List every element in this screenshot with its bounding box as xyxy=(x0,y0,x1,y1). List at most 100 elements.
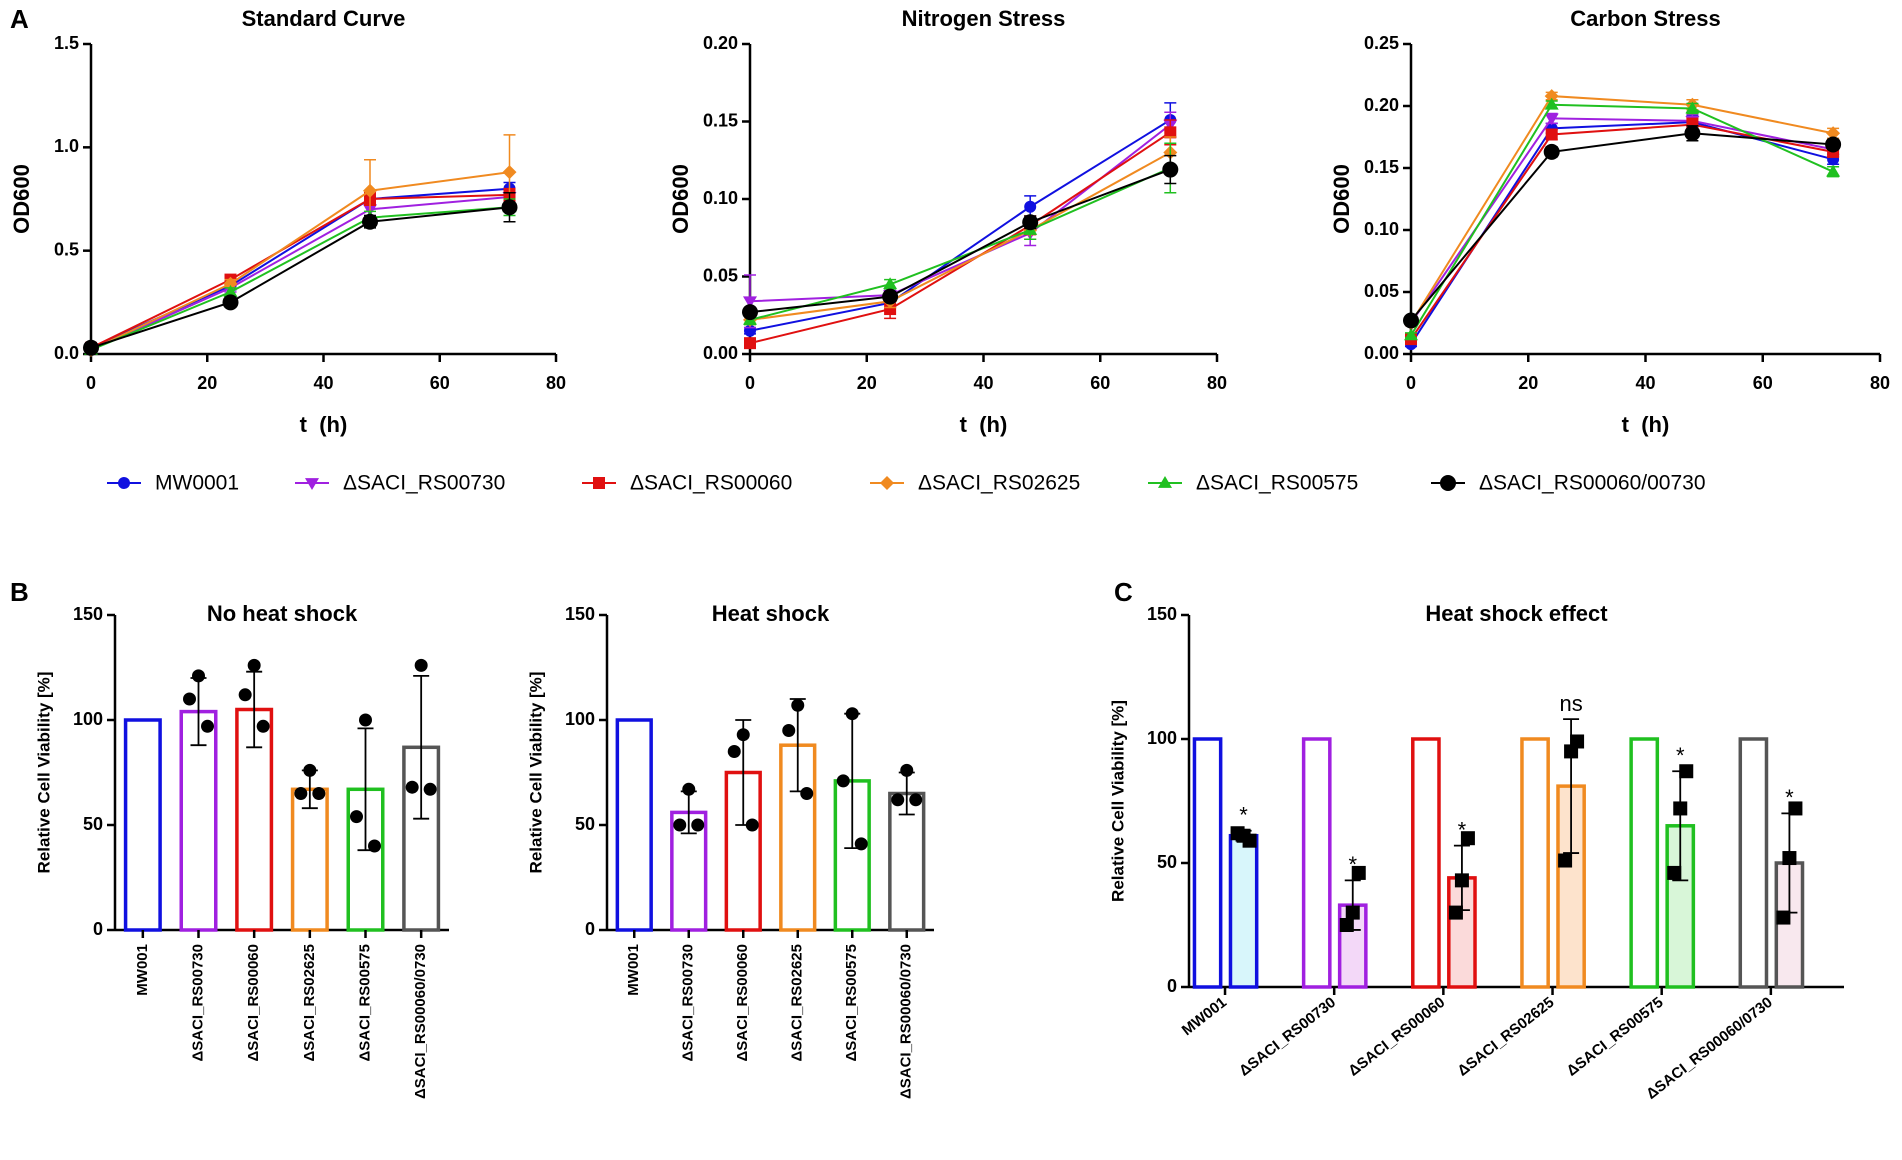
x-tick-label: ΔSACI_RS00730 xyxy=(1236,994,1339,1080)
data-point xyxy=(791,698,805,712)
legend-marker xyxy=(305,478,319,490)
x-tick-label: 20 xyxy=(857,373,877,393)
x-tick-label: ΔSACI_RS00060/0730 xyxy=(898,944,915,1099)
y-axis-label: OD600 xyxy=(1329,164,1354,234)
x-tick-label: ΔSACI_RS02625 xyxy=(301,944,318,1062)
x-tick-label: ΔSACI_RS00730 xyxy=(680,944,697,1062)
y-tick-label: 0.15 xyxy=(1364,157,1399,177)
marker xyxy=(1684,125,1701,142)
data-point xyxy=(350,810,363,824)
legend-marker xyxy=(1158,476,1172,488)
y-tick-label: 50 xyxy=(83,814,103,834)
annotation: * xyxy=(1785,785,1794,810)
x-tick-label: ΔSACI_RS00060/0730 xyxy=(1643,994,1776,1103)
annotation: * xyxy=(1239,803,1248,828)
marker xyxy=(882,288,899,305)
control-bar xyxy=(1411,737,1441,989)
marker xyxy=(1826,164,1841,177)
series-line xyxy=(1410,132,1834,322)
y-tick-label: 0.05 xyxy=(703,265,738,285)
chart-title: Nitrogen Stress xyxy=(902,6,1066,31)
bar xyxy=(123,718,162,932)
data-point xyxy=(909,793,923,807)
series-line xyxy=(90,195,510,351)
series-line xyxy=(749,168,1171,314)
data-point xyxy=(745,818,759,832)
y-tick-label: 50 xyxy=(575,814,595,834)
y-axis-label: Relative Cell Viability [%] xyxy=(1108,700,1127,902)
y-tick-label: 0.00 xyxy=(703,343,738,363)
panel-label: A xyxy=(10,4,29,34)
marker xyxy=(83,339,99,356)
y-tick-label: 0.25 xyxy=(1364,33,1399,53)
data-point xyxy=(891,793,905,807)
x-tick-label: ΔSACI_RS00575 xyxy=(356,944,373,1062)
chart-title: Heat shock xyxy=(712,601,830,626)
series-line xyxy=(90,193,510,349)
x-tick-label: 80 xyxy=(1870,373,1890,393)
y-tick-label: 1.0 xyxy=(54,136,79,156)
x-tick-label: 40 xyxy=(313,373,333,393)
data-point xyxy=(183,692,196,706)
marker xyxy=(502,165,517,180)
data-point xyxy=(1776,910,1791,925)
annotation: * xyxy=(1676,743,1685,768)
y-tick-label: 0 xyxy=(585,919,595,939)
x-tick-label: MW001 xyxy=(1179,994,1230,1039)
data-point xyxy=(1782,851,1797,866)
marker xyxy=(1164,126,1177,139)
y-tick-label: 0.15 xyxy=(703,110,738,130)
marker xyxy=(743,296,757,309)
x-tick-label: ΔSACI_RS00060 xyxy=(1345,994,1448,1080)
x-tick-label: ΔSACI_RS00060/0730 xyxy=(412,944,429,1099)
data-point xyxy=(359,713,372,727)
y-tick-label: 0.5 xyxy=(54,239,79,259)
series-line xyxy=(749,167,1171,321)
data-point xyxy=(1667,865,1682,880)
series-line xyxy=(90,171,510,351)
y-tick-label: 50 xyxy=(1157,852,1177,872)
legend-label: MW0001 xyxy=(155,472,239,495)
control-bar xyxy=(1629,737,1660,989)
data-point xyxy=(192,669,205,683)
marker xyxy=(501,199,518,216)
panel-label: B xyxy=(10,577,29,607)
y-tick-label: 0.0 xyxy=(54,343,79,363)
control-bar xyxy=(1738,737,1769,989)
data-point xyxy=(294,787,308,800)
data-point xyxy=(854,837,868,851)
annotation: * xyxy=(1458,817,1467,842)
legend-label: ΔSACI_RS00730 xyxy=(343,472,505,495)
error-bar xyxy=(413,675,430,820)
x-tick-label: ΔSACI_RS00730 xyxy=(189,944,206,1062)
x-tick-label: 60 xyxy=(1753,373,1773,393)
y-tick-label: 0 xyxy=(93,919,103,939)
series-line xyxy=(1410,95,1834,324)
bar xyxy=(1228,833,1259,989)
marker xyxy=(1685,101,1700,114)
data-point xyxy=(736,728,750,742)
y-tick-label: 0.20 xyxy=(703,33,738,53)
data-point xyxy=(782,724,796,737)
y-tick-label: 0.05 xyxy=(1364,281,1399,301)
data-point xyxy=(727,745,741,758)
marker xyxy=(362,213,378,230)
marker xyxy=(1544,97,1559,110)
x-tick-label: 80 xyxy=(546,373,566,393)
x-tick-label: 80 xyxy=(1207,373,1227,393)
marker xyxy=(1545,128,1558,141)
control-bar xyxy=(1192,737,1223,989)
x-tick-label: ΔSACI_RS00060 xyxy=(245,944,262,1062)
y-axis-label: Relative Cell Viability [%] xyxy=(34,672,53,874)
x-tick-label: 20 xyxy=(197,373,217,393)
data-point xyxy=(303,763,317,777)
data-point xyxy=(1460,831,1475,846)
series-line xyxy=(749,151,1171,321)
marker xyxy=(1544,113,1559,126)
y-tick-label: 100 xyxy=(1147,728,1177,748)
y-tick-label: 0.10 xyxy=(703,188,738,208)
marker xyxy=(1022,214,1039,231)
legend-label: ΔSACI_RS00060 xyxy=(630,472,792,495)
y-tick-label: 1.5 xyxy=(54,33,79,53)
chart-title: Heat shock effect xyxy=(1425,601,1608,626)
